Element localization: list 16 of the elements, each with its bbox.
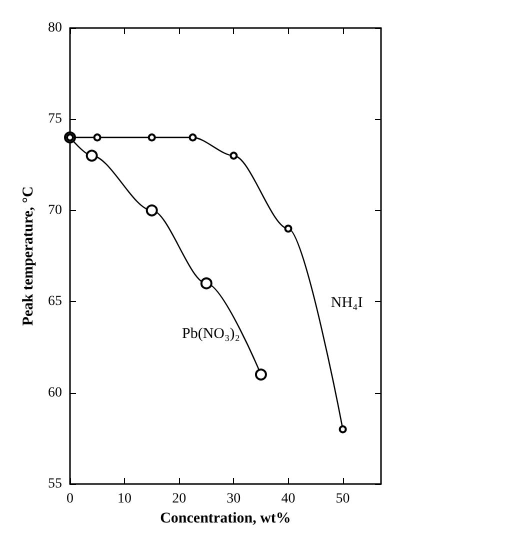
x-tick-label: 50 xyxy=(336,492,350,506)
x-tick-label: 10 xyxy=(118,492,132,506)
x-axis-title: Concentration, wt% xyxy=(160,510,291,526)
x-tick-label: 30 xyxy=(226,492,241,506)
y-tick-label: 65 xyxy=(48,294,62,310)
x-tick-label: 0 xyxy=(66,492,74,506)
series-label: Pb(NO₃)₂ xyxy=(182,326,240,342)
x-tick-label: 40 xyxy=(281,492,296,506)
y-tick-label: 80 xyxy=(48,20,62,36)
y-tick-label: 60 xyxy=(48,385,62,400)
y-tick-label: 55 xyxy=(48,476,62,492)
x-tick-label: 20 xyxy=(172,492,186,506)
y-tick-label: 70 xyxy=(48,202,62,218)
y-axis-title: Peak temperature, °C xyxy=(20,186,36,326)
y-tick-label: 75 xyxy=(48,112,62,127)
legend-label: NH₄I xyxy=(330,294,363,311)
